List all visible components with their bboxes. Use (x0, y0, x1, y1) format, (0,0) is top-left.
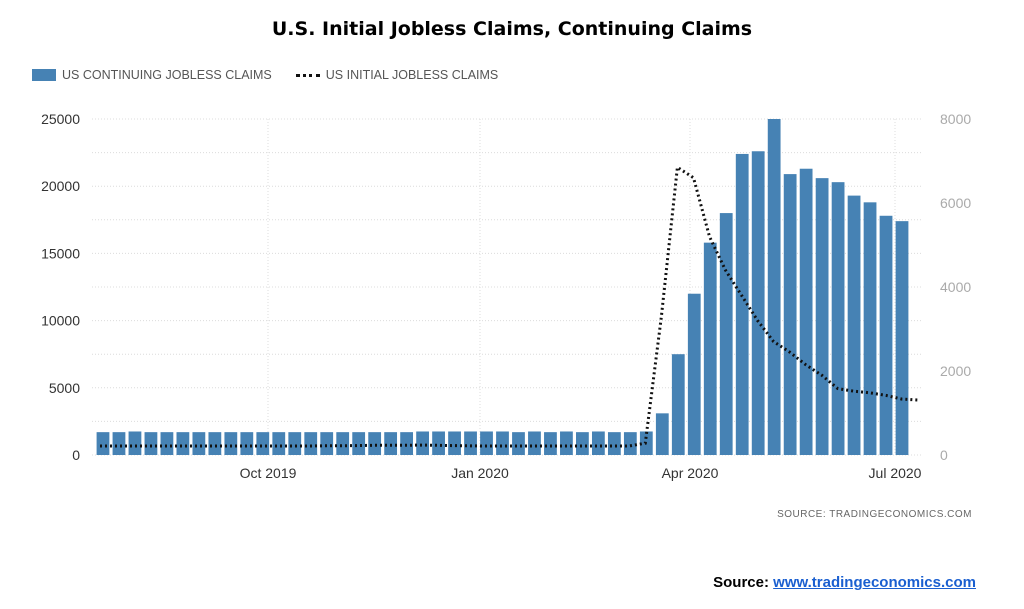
chart-title: U.S. Initial Jobless Claims, Continuing … (271, 18, 753, 40)
x-tick-label: Apr 2020 (662, 465, 719, 481)
x-tick-label: Jul 2020 (869, 465, 922, 481)
continuing-claims-bar (847, 195, 861, 455)
continuing-claims-bar (320, 432, 334, 455)
continuing-claims-bar (368, 432, 382, 455)
y-left-tick-label: 10000 (41, 313, 80, 329)
source-footer-label: Source: (713, 574, 769, 591)
chart-legend: US CONTINUING JOBLESS CLAIMS US INITIAL … (32, 68, 498, 82)
continuing-claims-bar (192, 432, 206, 455)
continuing-claims-bar (671, 354, 685, 455)
legend-bar-swatch (32, 69, 56, 81)
continuing-claims-bar (544, 432, 557, 455)
continuing-claims-bar (607, 432, 621, 455)
continuing-claims-bar (432, 431, 445, 455)
continuing-claims-bar (176, 432, 190, 455)
y-left-tick-label: 20000 (41, 178, 80, 194)
continuing-claims-bar (256, 432, 270, 455)
continuing-claims-bar (304, 432, 318, 455)
continuing-claims-bar (895, 221, 909, 455)
continuing-claims-bar (863, 202, 877, 455)
continuing-claims-bar (160, 432, 174, 455)
continuing-claims-bar (224, 432, 238, 455)
continuing-claims-bar (623, 432, 637, 455)
continuing-claims-bar (831, 182, 845, 455)
continuing-claims-bar (767, 119, 781, 455)
continuing-claims-bar (576, 432, 589, 455)
y-left-tick-label: 5000 (49, 380, 80, 396)
continuing-claims-bar (208, 432, 222, 455)
x-tick-label: Oct 2019 (240, 465, 297, 481)
axis-ticks: 0 5000 10000 15000 20000 25000 0 2000 4000 6000 80… (41, 111, 971, 481)
continuing-claims-bar (384, 432, 398, 455)
source-link[interactable]: www.tradingeconomics.com (773, 574, 976, 591)
initial-claims-line (100, 164, 919, 448)
continuing-claims-bar (352, 432, 366, 455)
continuing-claims-bar (416, 431, 429, 455)
continuing-claims-bar (128, 431, 142, 455)
y-left-tick-label: 25000 (41, 111, 80, 127)
continuing-claims-bar (560, 431, 573, 455)
continuing-claims-bar (703, 242, 717, 455)
y-right-tick-label: 8000 (940, 111, 971, 127)
continuing-claims-bar (480, 431, 493, 455)
continuing-claims-bar (336, 432, 350, 455)
continuing-claims-bar (735, 153, 749, 455)
continuing-claims-bar (815, 178, 829, 456)
continuing-claims-bar (496, 431, 509, 455)
legend-dotted-line-swatch (295, 73, 320, 77)
continuing-claims-bar (288, 432, 302, 455)
continuing-claims-bar (240, 432, 254, 455)
continuing-claims-bar (464, 431, 477, 455)
bar-series (96, 119, 909, 456)
x-tick-label: Jan 2020 (451, 465, 509, 481)
source-footer: Source: www.tradingeconomics.com (713, 574, 976, 591)
grid (92, 118, 922, 456)
y-right-tick-label: 4000 (940, 279, 971, 295)
y-left-tick-label: 15000 (41, 245, 80, 261)
continuing-claims-bar (112, 432, 126, 455)
y-right-tick-label: 6000 (940, 195, 971, 211)
y-right-tick-label: 0 (940, 447, 948, 463)
y-left-tick-label: 0 (72, 447, 80, 463)
continuing-claims-bar (591, 431, 605, 455)
source-note: SOURCE: TRADINGECONOMICS.COM (777, 509, 972, 520)
continuing-claims-bar (400, 432, 414, 455)
continuing-claims-bar (655, 413, 669, 455)
continuing-claims-bar (751, 151, 765, 456)
continuing-claims-bar (448, 431, 461, 455)
legend-initial-label: US INITIAL JOBLESS CLAIMS (325, 68, 499, 82)
continuing-claims-bar (272, 432, 286, 455)
legend-continuing-label: US CONTINUING JOBLESS CLAIMS (62, 68, 272, 82)
continuing-claims-bar (719, 213, 733, 455)
continuing-claims-bar (783, 174, 797, 455)
continuing-claims-bar (879, 215, 893, 455)
continuing-claims-bar (512, 432, 525, 455)
continuing-claims-bar (528, 431, 541, 455)
continuing-claims-bar (799, 168, 813, 455)
continuing-claims-bar (144, 432, 158, 455)
continuing-claims-bar (96, 432, 110, 455)
continuing-claims-bar (687, 293, 701, 455)
y-right-tick-label: 2000 (940, 363, 971, 379)
